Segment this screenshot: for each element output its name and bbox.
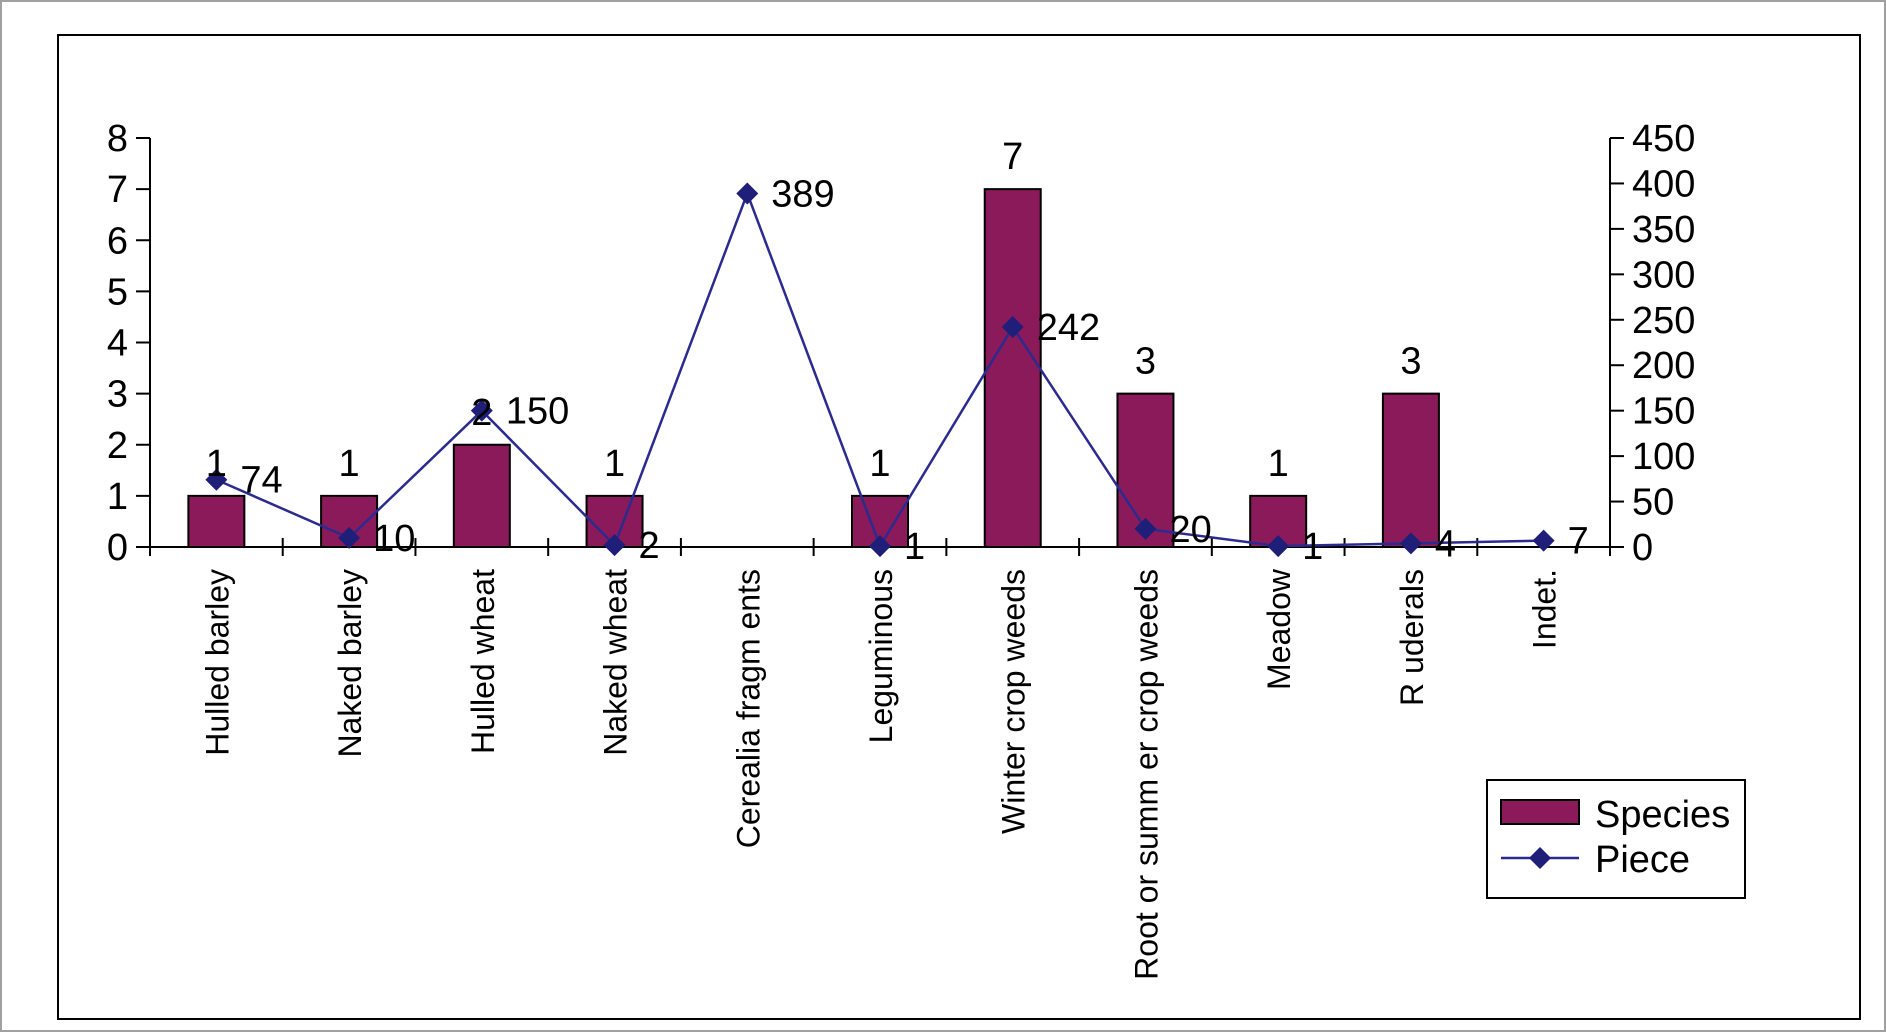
piece-value-label-2: 150 [506, 391, 569, 433]
legend-label-piece: Piece [1595, 839, 1690, 881]
legend-marker-piece [1529, 847, 1551, 869]
bar-0 [187, 494, 246, 548]
right-tick-label-5: 250 [1632, 300, 1695, 342]
category-label-1: Naked barley [332, 569, 368, 758]
left-tick-label-7: 7 [107, 169, 128, 211]
category-label-0: Hulled barley [199, 569, 235, 756]
piece-marker-7 [1134, 517, 1157, 540]
piece-marker-2 [470, 399, 493, 422]
bar-2 [452, 443, 511, 548]
left-tick-label-5: 5 [107, 271, 128, 313]
bar-9 [1381, 392, 1440, 548]
piece-marker-8 [1267, 535, 1290, 558]
piece-marker-1 [338, 526, 361, 549]
species-value-label-5: 1 [869, 443, 890, 485]
right-tick-label-8: 400 [1632, 163, 1695, 205]
left-tick-label-3: 3 [107, 374, 128, 416]
right-tick-label-9: 450 [1632, 118, 1695, 160]
piece-value-label-4: 389 [771, 173, 834, 215]
species-value-label-6: 7 [1002, 136, 1023, 178]
piece-value-label-10: 7 [1568, 521, 1589, 563]
left-tick-label-8: 8 [107, 118, 128, 160]
bar-6 [983, 188, 1042, 548]
left-tick-label-0: 0 [107, 527, 128, 569]
category-label-4: Cerealia fragm ents [730, 569, 766, 848]
species-value-label-0: 1 [206, 443, 227, 485]
piece-value-label-7: 20 [1169, 509, 1211, 551]
piece-marker-3 [603, 534, 626, 557]
left-tick-label-2: 2 [107, 425, 128, 467]
piece-value-label-1: 10 [373, 518, 415, 560]
legend-swatch-species [1500, 799, 1580, 825]
piece-value-label-6: 242 [1037, 307, 1100, 349]
species-value-label-9: 3 [1400, 341, 1421, 383]
piece-value-label-5: 1 [904, 526, 925, 568]
piece-value-label-0: 74 [240, 460, 282, 502]
right-tick-label-4: 200 [1632, 345, 1695, 387]
category-label-8: Meadow [1261, 568, 1297, 690]
right-tick-label-0: 0 [1632, 527, 1653, 569]
piece-marker-5 [869, 535, 891, 558]
right-tick-label-1: 50 [1632, 482, 1674, 524]
piece-marker-4 [736, 182, 759, 205]
legend-label-species: Species [1595, 794, 1730, 836]
species-value-label-7: 3 [1135, 341, 1156, 383]
right-tick-label-2: 100 [1632, 436, 1695, 478]
category-label-2: Hulled wheat [465, 569, 501, 754]
piece-value-label-9: 4 [1435, 523, 1456, 565]
category-label-6: Winter crop weeds [996, 569, 1032, 834]
species-value-label-8: 1 [1268, 443, 1289, 485]
piece-line [205, 182, 1555, 558]
piece-value-label-8: 1 [1302, 526, 1323, 568]
left-tick-label-6: 6 [107, 220, 128, 262]
left-tick-label-4: 4 [107, 323, 128, 365]
species-value-label-3: 1 [604, 443, 625, 485]
piece-marker-0 [205, 468, 228, 491]
piece-value-label-3: 2 [639, 525, 660, 567]
axes: 012345678050100150200250300350400450Hull… [107, 118, 1696, 980]
piece-marker-6 [1001, 316, 1024, 339]
category-label-3: Naked wheat [598, 569, 634, 756]
left-tick-label-1: 1 [107, 476, 128, 518]
species-value-label-2: 2 [471, 392, 492, 434]
piece-marker-10 [1532, 529, 1555, 552]
right-tick-label-6: 300 [1632, 254, 1695, 296]
category-label-5: Leguminous [863, 569, 899, 743]
category-label-10: Indet. [1527, 569, 1563, 649]
species-value-label-1: 1 [339, 443, 360, 485]
category-label-9: R uderals [1394, 569, 1430, 706]
piece-marker-9 [1399, 532, 1422, 555]
right-tick-label-7: 350 [1632, 209, 1695, 251]
right-tick-label-3: 150 [1632, 391, 1695, 433]
category-label-7: Root or summ er crop weeds [1128, 569, 1164, 980]
